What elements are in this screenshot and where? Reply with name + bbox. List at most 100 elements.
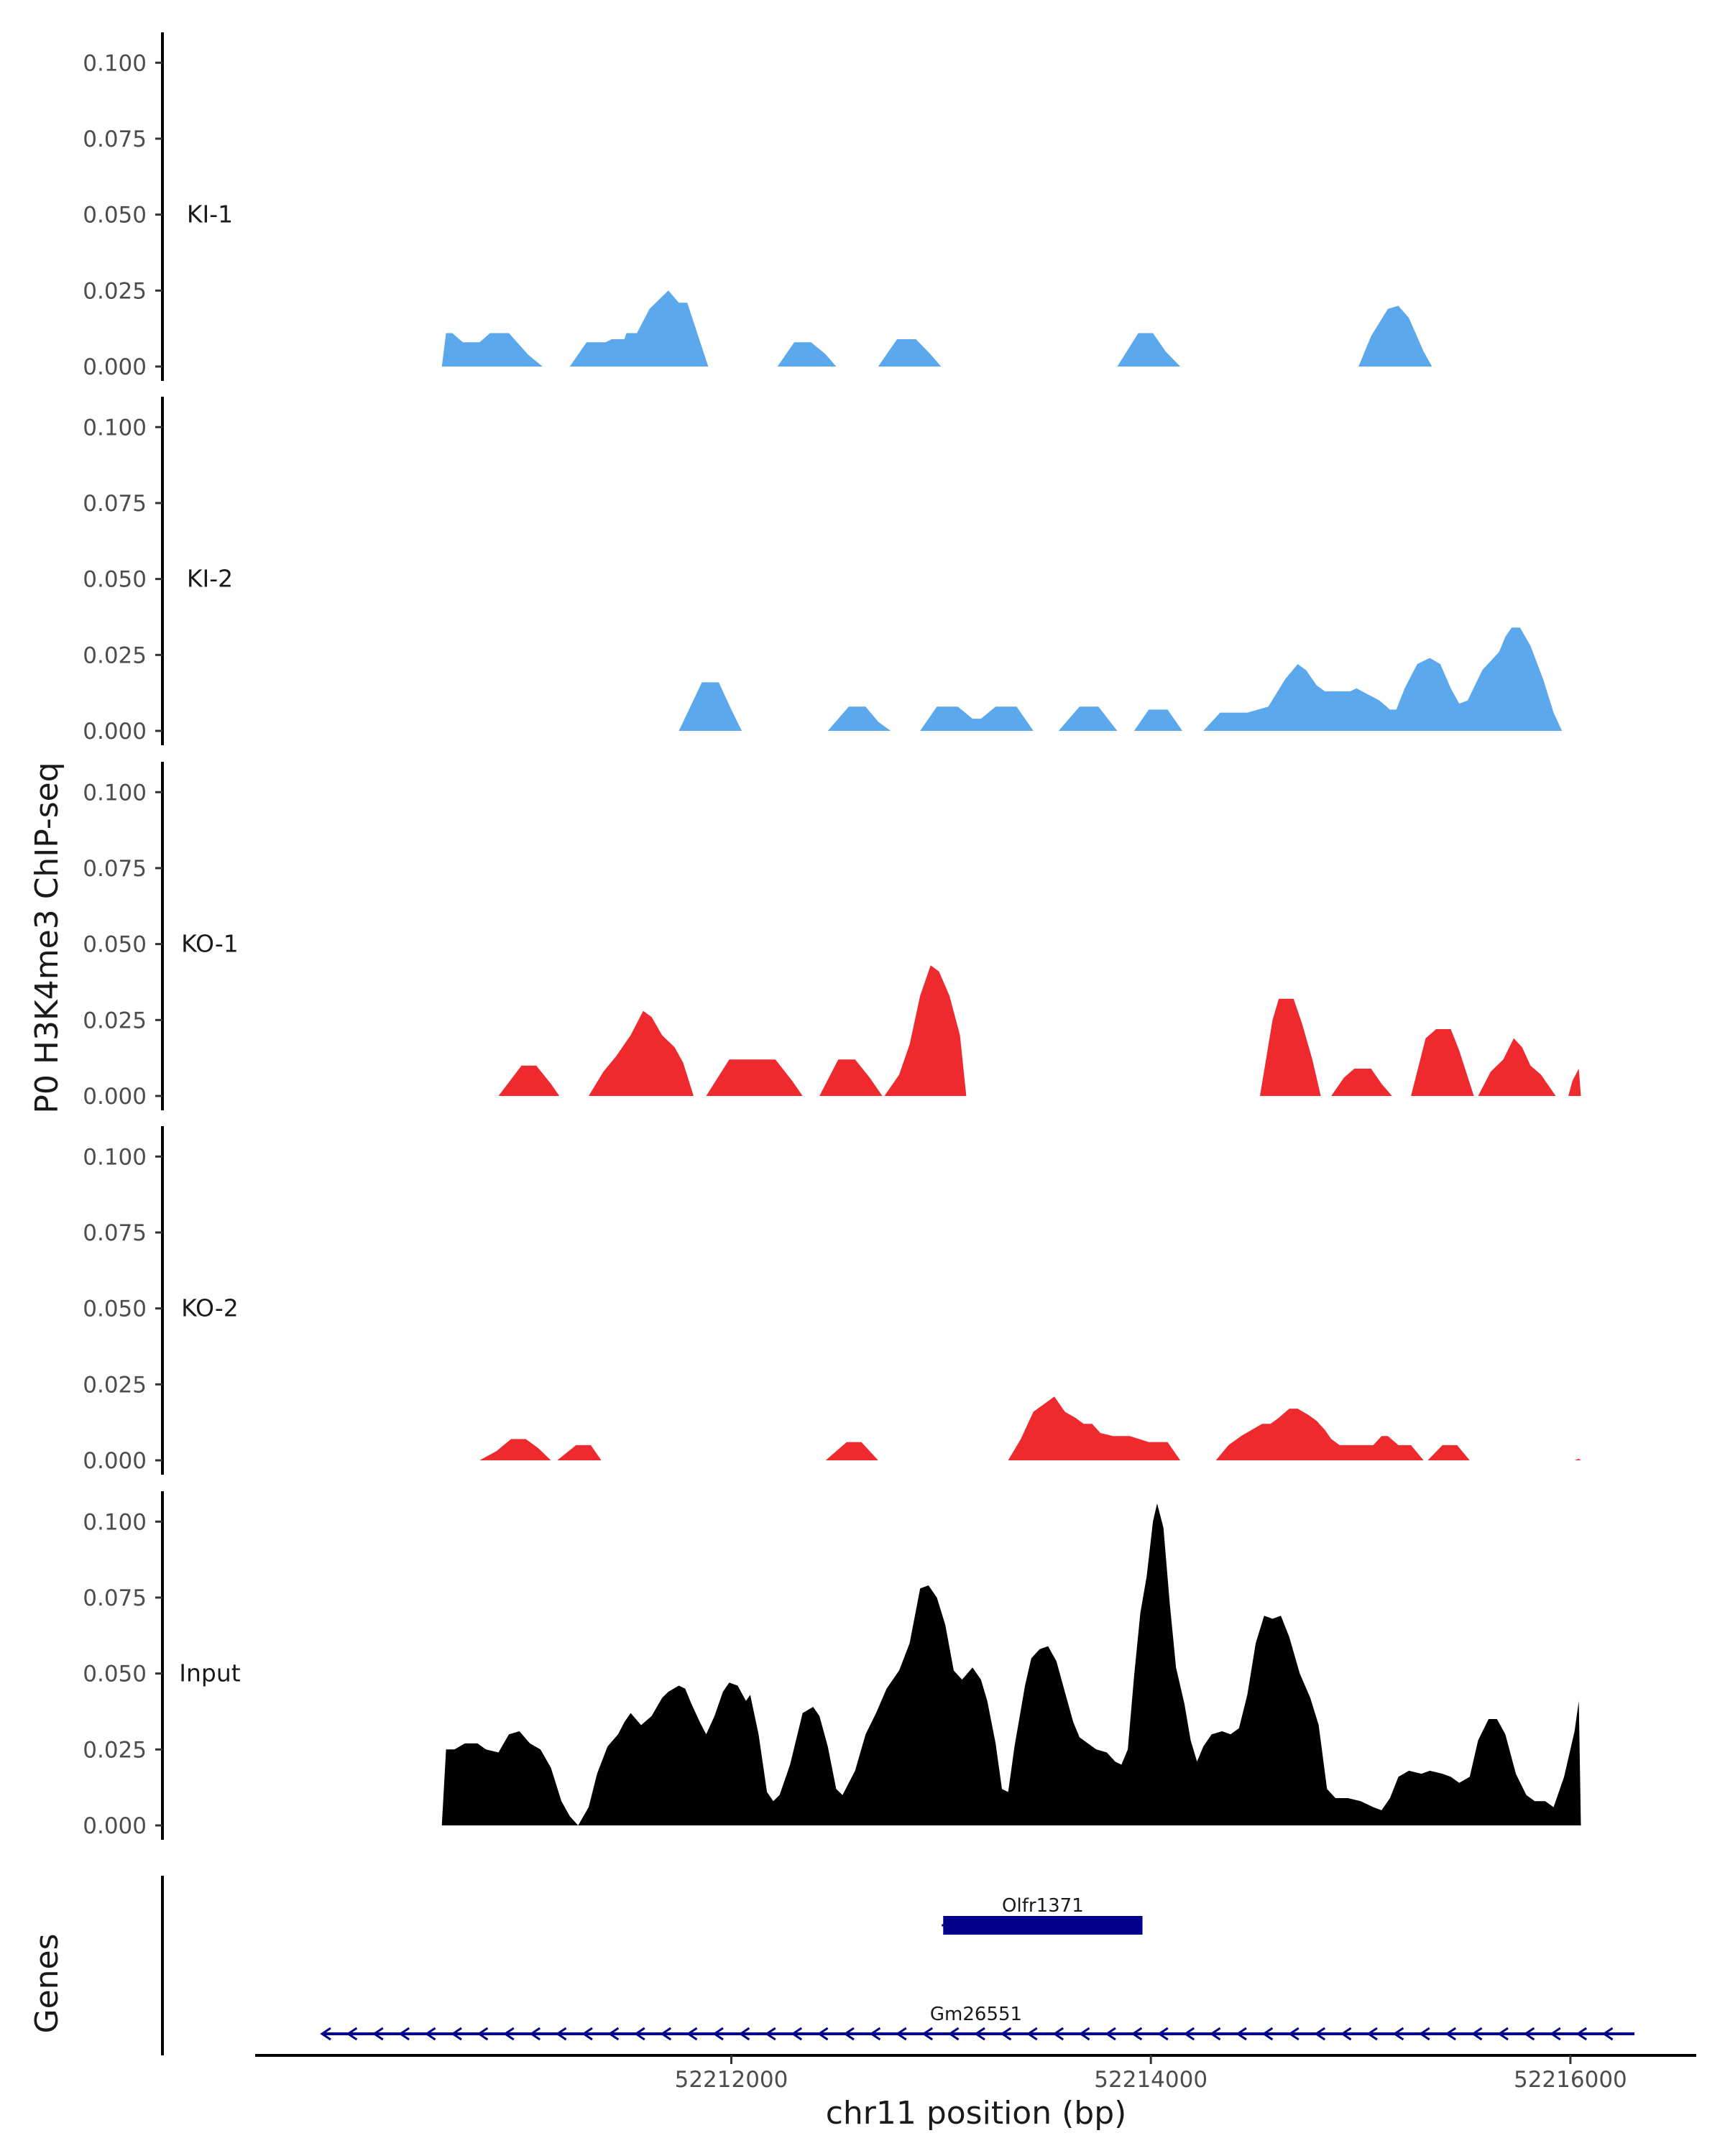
y-tick-label: 0.000 [83, 1813, 147, 1839]
strand-arrow-icon [1419, 2027, 1430, 2041]
track-panel-ko-1: 0.000 0.025 0.050 0.075 0.100 KO-1 [83, 762, 1581, 1110]
strand-arrow-icon [634, 2027, 645, 2041]
strand-arrow-icon [607, 2027, 620, 2041]
y-tick-label: 0.100 [83, 415, 147, 441]
strand-arrow-icon [1000, 2027, 1012, 2041]
strand-arrow-icon [869, 2027, 881, 2041]
x-axis-title: chr11 position (bp) [826, 2095, 1127, 2132]
signal-area-ki-1 [441, 290, 1432, 367]
strand-arrow-icon [398, 2027, 410, 2041]
strand-arrow-icon [346, 2027, 358, 2041]
strand-arrow-icon [765, 2027, 776, 2041]
strand-arrow-icon [372, 2027, 384, 2041]
strand-arrow-icon [424, 2027, 436, 2041]
x-axis: 52212000 52214000 52216000 [255, 2054, 1696, 2093]
y-tick-label: 0.075 [83, 1585, 147, 1611]
genes-axis-title: Genes [29, 1933, 65, 2033]
strand-arrow-icon [1131, 2027, 1143, 2041]
track-label: Input [179, 1659, 241, 1687]
strand-arrow-icon [529, 2027, 541, 2041]
strand-arrow-icon [1105, 2027, 1116, 2041]
strand-arrow-icon [1497, 2027, 1509, 2041]
y-tick-label: 0.025 [83, 642, 147, 668]
strand-arrow-icon [947, 2027, 960, 2041]
strand-arrow-icon [1052, 2027, 1064, 2041]
y-tick-label: 0.025 [83, 1372, 147, 1398]
strand-arrow-icon [320, 2027, 331, 2041]
track-label: KO-2 [181, 1294, 239, 1322]
x-tick-label: 52214000 [1094, 2067, 1208, 2093]
track-panel-ki-2: 0.000 0.025 0.050 0.075 0.100 KI-2 [83, 397, 1563, 745]
signal-area-input [441, 1503, 1581, 1825]
gene-label: Olfr1371 [1002, 1895, 1084, 1917]
strand-arrow-icon [816, 2027, 829, 2041]
y-tick-label: 0.000 [83, 354, 147, 380]
track-panels: 0.0000.0250.0500.0750.100KI-10.0000.0250… [83, 32, 1581, 1840]
y-tick-label: 0.075 [83, 491, 147, 517]
track-panel-ko-2: 0.000 0.025 0.050 0.075 0.100 KO-2 [83, 1126, 1581, 1475]
y-tick-label: 0.025 [83, 1737, 147, 1763]
genes-panel: Olfr1371 Gm26551 [161, 1876, 1634, 2055]
track-label: KO-1 [181, 930, 239, 958]
strand-arrow-icon [974, 2027, 985, 2041]
x-tick-label: 52212000 [675, 2067, 788, 2093]
strand-arrow-icon [1261, 2027, 1274, 2041]
strand-arrow-icon [1471, 2027, 1483, 2041]
y-tick-label: 0.000 [83, 1448, 147, 1474]
track-panel-input: 0.000 0.025 0.050 0.075 0.100 Input [83, 1491, 1581, 1840]
strand-arrow-icon [1026, 2027, 1038, 2041]
strand-arrow-icon [1576, 2027, 1588, 2041]
track-panel-ki-1: 0.000 0.025 0.050 0.075 0.100 KI-1 [83, 32, 1432, 381]
y-tick-label: 0.050 [83, 1296, 147, 1322]
strand-arrow-icon [1157, 2027, 1169, 2041]
y-tick-label: 0.025 [83, 278, 147, 304]
strand-arrow-icon [660, 2027, 672, 2041]
track-label: KI-1 [187, 201, 233, 229]
strand-arrow-icon [1523, 2027, 1535, 2041]
strand-arrow-icon [1078, 2027, 1090, 2041]
strand-arrow-icon [1314, 2027, 1326, 2041]
y-tick-label: 0.000 [83, 1084, 147, 1110]
y-tick-label: 0.075 [83, 856, 147, 882]
strand-arrow-icon [896, 2027, 907, 2041]
y-axis-title: P0 H3K4me3 ChIP-seq [29, 762, 65, 1113]
strand-arrow-icon [555, 2027, 567, 2041]
x-tick-label: 52216000 [1514, 2067, 1627, 2093]
gene-label: Gm26551 [930, 2004, 1022, 2025]
y-tick-label: 0.075 [83, 1220, 147, 1246]
signal-area-ki-2 [678, 627, 1563, 731]
strand-arrow-icon [1340, 2027, 1352, 2041]
strand-arrow-icon [1392, 2027, 1404, 2041]
signal-area-ko-2 [479, 1396, 1581, 1460]
track-label: KI-2 [187, 565, 233, 593]
strand-arrow-icon [503, 2027, 515, 2041]
y-tick-label: 0.025 [83, 1008, 147, 1033]
signal-area-ko-1 [498, 965, 1581, 1096]
strand-arrow-icon [581, 2027, 593, 2041]
y-tick-label: 0.000 [83, 719, 147, 745]
strand-arrow-icon [1288, 2027, 1300, 2041]
strand-arrow-icon [1183, 2027, 1195, 2041]
strand-arrow-icon [477, 2027, 489, 2041]
strand-arrow-icon [738, 2027, 750, 2041]
y-tick-label: 0.050 [83, 932, 147, 958]
strand-arrow-icon [1550, 2027, 1561, 2041]
strand-arrow-icon [1601, 2027, 1614, 2041]
strand-arrow-icon [1236, 2027, 1247, 2041]
gene-block-olfr1371 [943, 1916, 1143, 1935]
strand-arrow-icon [686, 2027, 698, 2041]
y-tick-label: 0.050 [83, 567, 147, 593]
y-tick-label: 0.100 [83, 1509, 147, 1535]
y-tick-label: 0.100 [83, 1144, 147, 1170]
strand-arrow-icon [451, 2027, 462, 2041]
y-tick-label: 0.075 [83, 126, 147, 152]
strand-arrow-icon [843, 2027, 855, 2041]
strand-arrow-icon [712, 2027, 724, 2041]
y-tick-label: 0.100 [83, 50, 147, 76]
y-tick-label: 0.050 [83, 203, 147, 229]
y-tick-label: 0.050 [83, 1662, 147, 1687]
strand-arrow-icon [1445, 2027, 1457, 2041]
strand-arrow-icon [791, 2027, 803, 2041]
strand-arrow-icon [1366, 2027, 1378, 2041]
